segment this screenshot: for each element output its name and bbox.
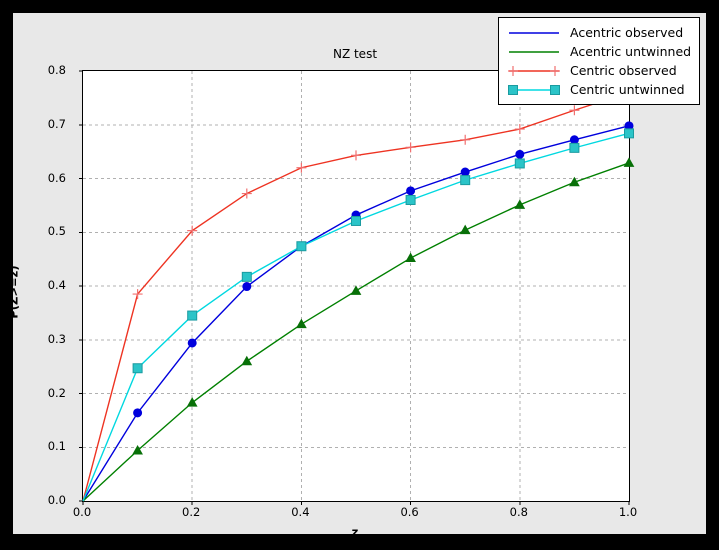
y-axis-label: P(Z>=z) [6,265,21,319]
legend-label: Centric untwinned [570,82,685,97]
y-tick-label: 0.8 [47,63,66,77]
x-axis-label: z [351,525,359,539]
plot-area [79,70,635,505]
series-0 [82,121,634,502]
x-tick-label: 0.8 [509,505,528,519]
legend-swatch-circle-icon [505,24,563,42]
y-axis-tick-labels: 0.0 0.1 0.2 0.3 0.4 0.5 0.6 0.7 0.8 [13,63,74,507]
x-axis-tick-labels: 0.0 0.2 0.4 0.6 0.8 1.0 [73,505,637,525]
x-tick-label: 1.0 [618,505,638,519]
figure-canvas: NZ test 0.0 0.1 0.2 0.3 0.4 0.5 0.6 0.7 0.8 0.0 0… [7,13,706,539]
legend-item[interactable]: Acentric observed [505,23,691,42]
y-tick-label: 0.2 [47,385,66,400]
legend-swatch-square-icon [505,81,563,99]
y-tick-label: 0.6 [47,170,66,185]
legend-item[interactable]: Centric untwinned [505,80,691,99]
data-series-layer [82,87,635,502]
chart-title: NZ test [332,47,378,61]
legend-label: Centric observed [570,63,677,78]
legend-label: Acentric observed [570,25,684,40]
x-tick-label: 0.4 [291,505,310,519]
y-tick-label: 0.3 [47,331,66,346]
legend-swatch-triangle-icon [505,43,563,61]
y-tick-label: 0.0 [47,493,66,507]
x-tick-label: 0.6 [400,505,419,519]
series-2 [82,87,634,502]
legend[interactable]: Acentric observed Acentric untwinned Centr… [498,17,701,105]
series-1 [82,157,635,502]
x-tick-label: 0.0 [72,505,92,519]
series-3 [82,128,634,502]
legend-item[interactable]: Centric observed [505,61,691,80]
legend-swatch-plus-icon [505,62,563,80]
y-tick-label: 0.1 [47,439,66,454]
legend-item[interactable]: Acentric untwinned [505,42,691,61]
y-tick-label: 0.5 [47,224,66,239]
x-tick-label: 0.2 [182,505,201,519]
y-tick-label: 0.7 [47,116,66,131]
legend-label: Acentric untwinned [570,44,692,59]
y-tick-label: 0.4 [47,278,66,292]
